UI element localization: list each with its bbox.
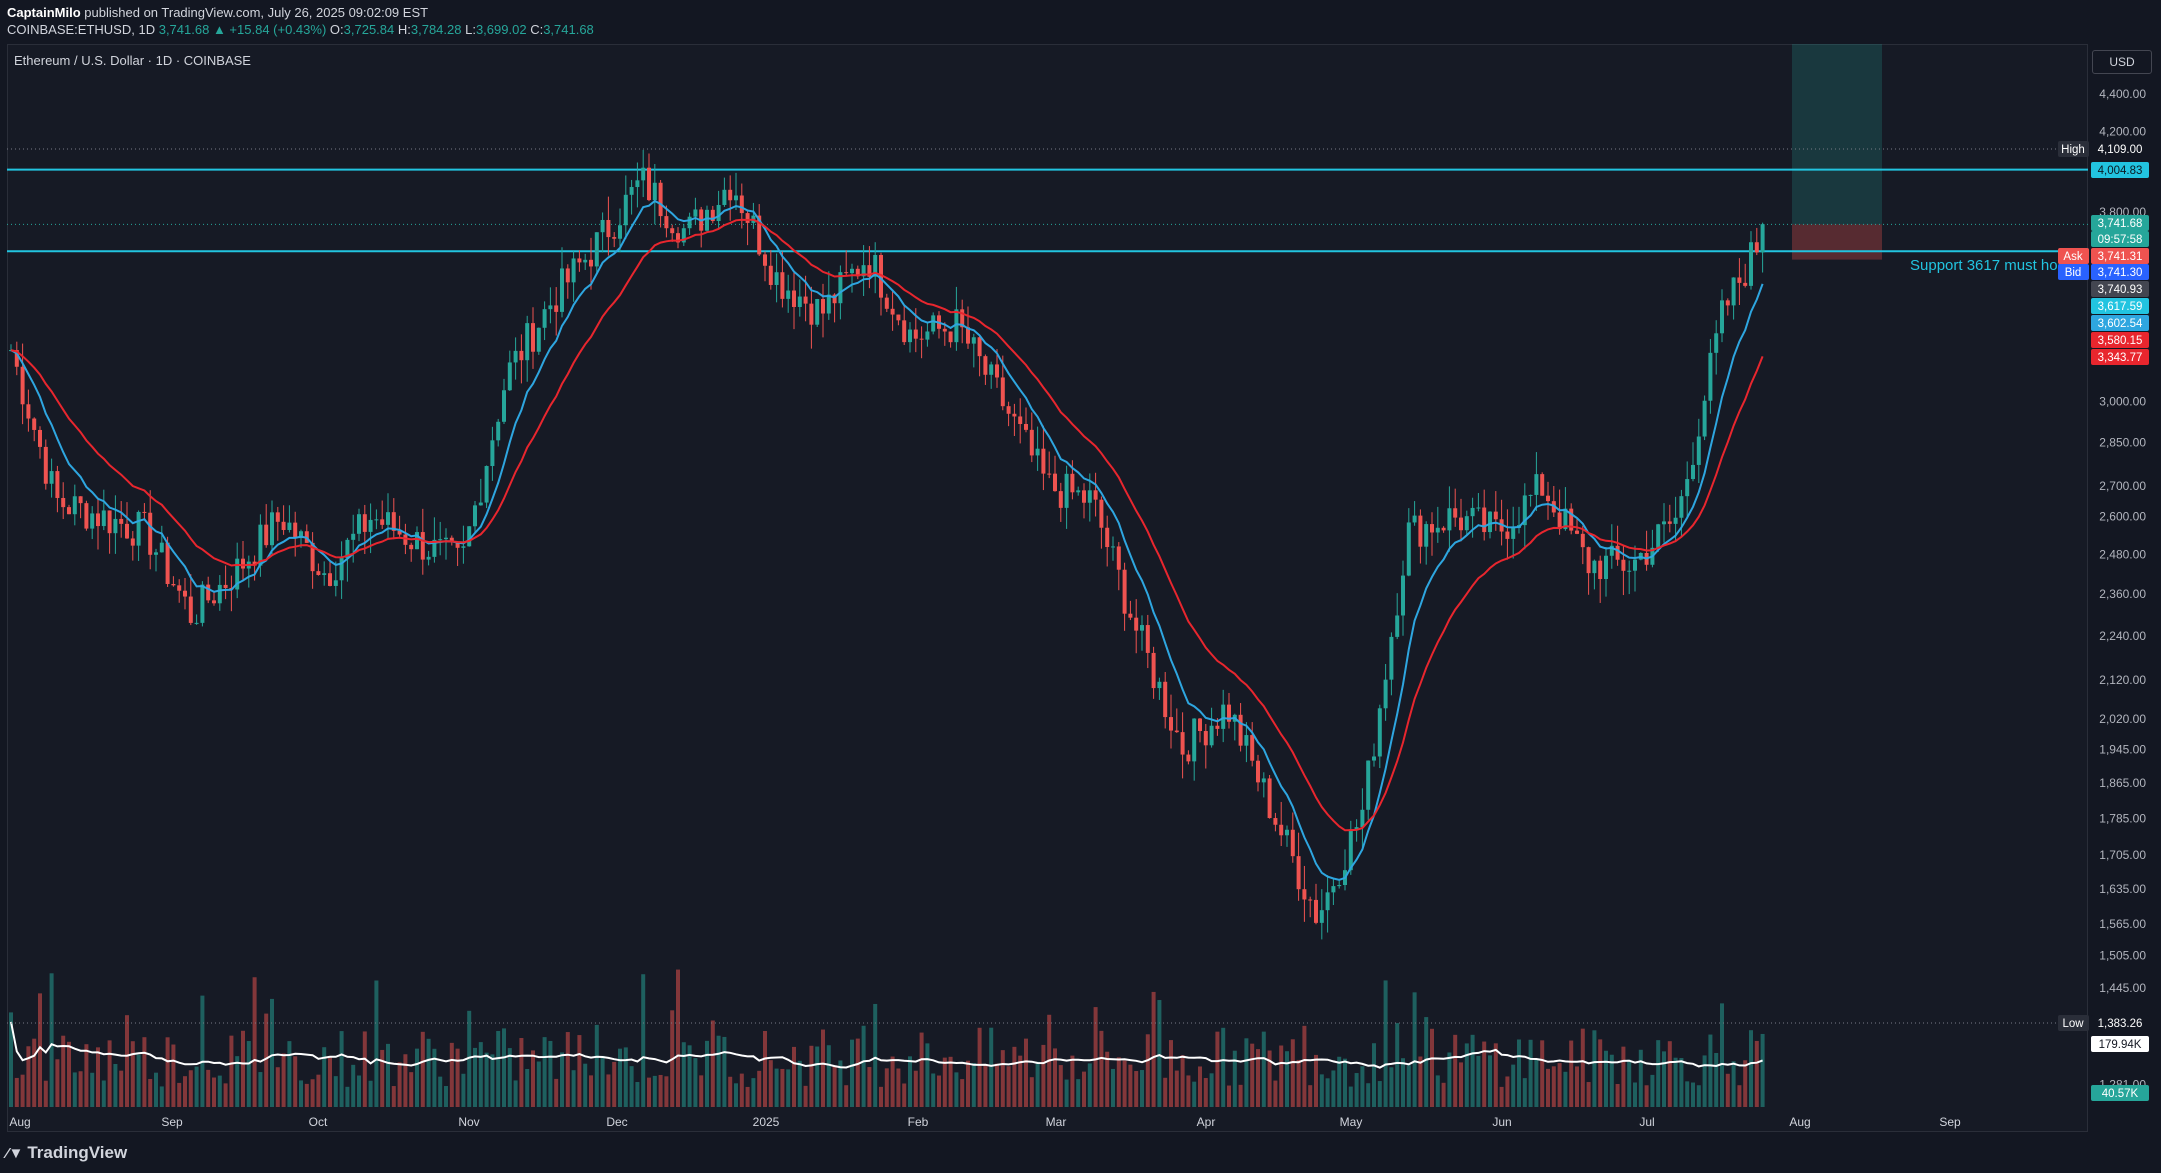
low-value: 3,699.02	[475, 22, 527, 37]
last-price: 3,741.68	[158, 22, 210, 37]
low-label: L:	[465, 22, 476, 37]
close-value: 3,741.68	[543, 22, 594, 37]
ohlc-legend: COINBASE:ETHUSD, 1D 3,741.68 ▲ +15.84 (+…	[7, 22, 594, 37]
footer-bar	[0, 1132, 2161, 1173]
publish-info: CaptainMilo published on TradingView.com…	[7, 5, 428, 20]
published-text: published on TradingView.com, July 26, 2…	[84, 5, 429, 20]
chart-pane[interactable]	[7, 44, 2088, 1132]
currency-button[interactable]: USD	[2092, 50, 2152, 74]
high-label: H:	[397, 22, 411, 37]
high-value: 3,784.28	[410, 22, 462, 37]
brand-name: TradingView	[27, 1143, 128, 1162]
open-label: O:	[329, 22, 344, 37]
chart-title: Ethereum / U.S. Dollar · 1D · COINBASE	[14, 53, 251, 68]
chart-header: CaptainMilo published on TradingView.com…	[0, 0, 2161, 42]
symbol-interval: COINBASE:ETHUSD, 1D	[7, 22, 156, 37]
tradingview-logo[interactable]: ⁄▼ TradingView	[6, 1143, 127, 1163]
author-name[interactable]: CaptainMilo	[7, 5, 81, 20]
price-change: ▲ +15.84 (+0.43%)	[212, 22, 327, 37]
tradingview-logo-icon: ⁄▼	[6, 1145, 24, 1162]
price-axis[interactable]	[2088, 44, 2161, 1132]
open-value: 3,725.84	[343, 22, 395, 37]
close-label: C:	[530, 22, 544, 37]
